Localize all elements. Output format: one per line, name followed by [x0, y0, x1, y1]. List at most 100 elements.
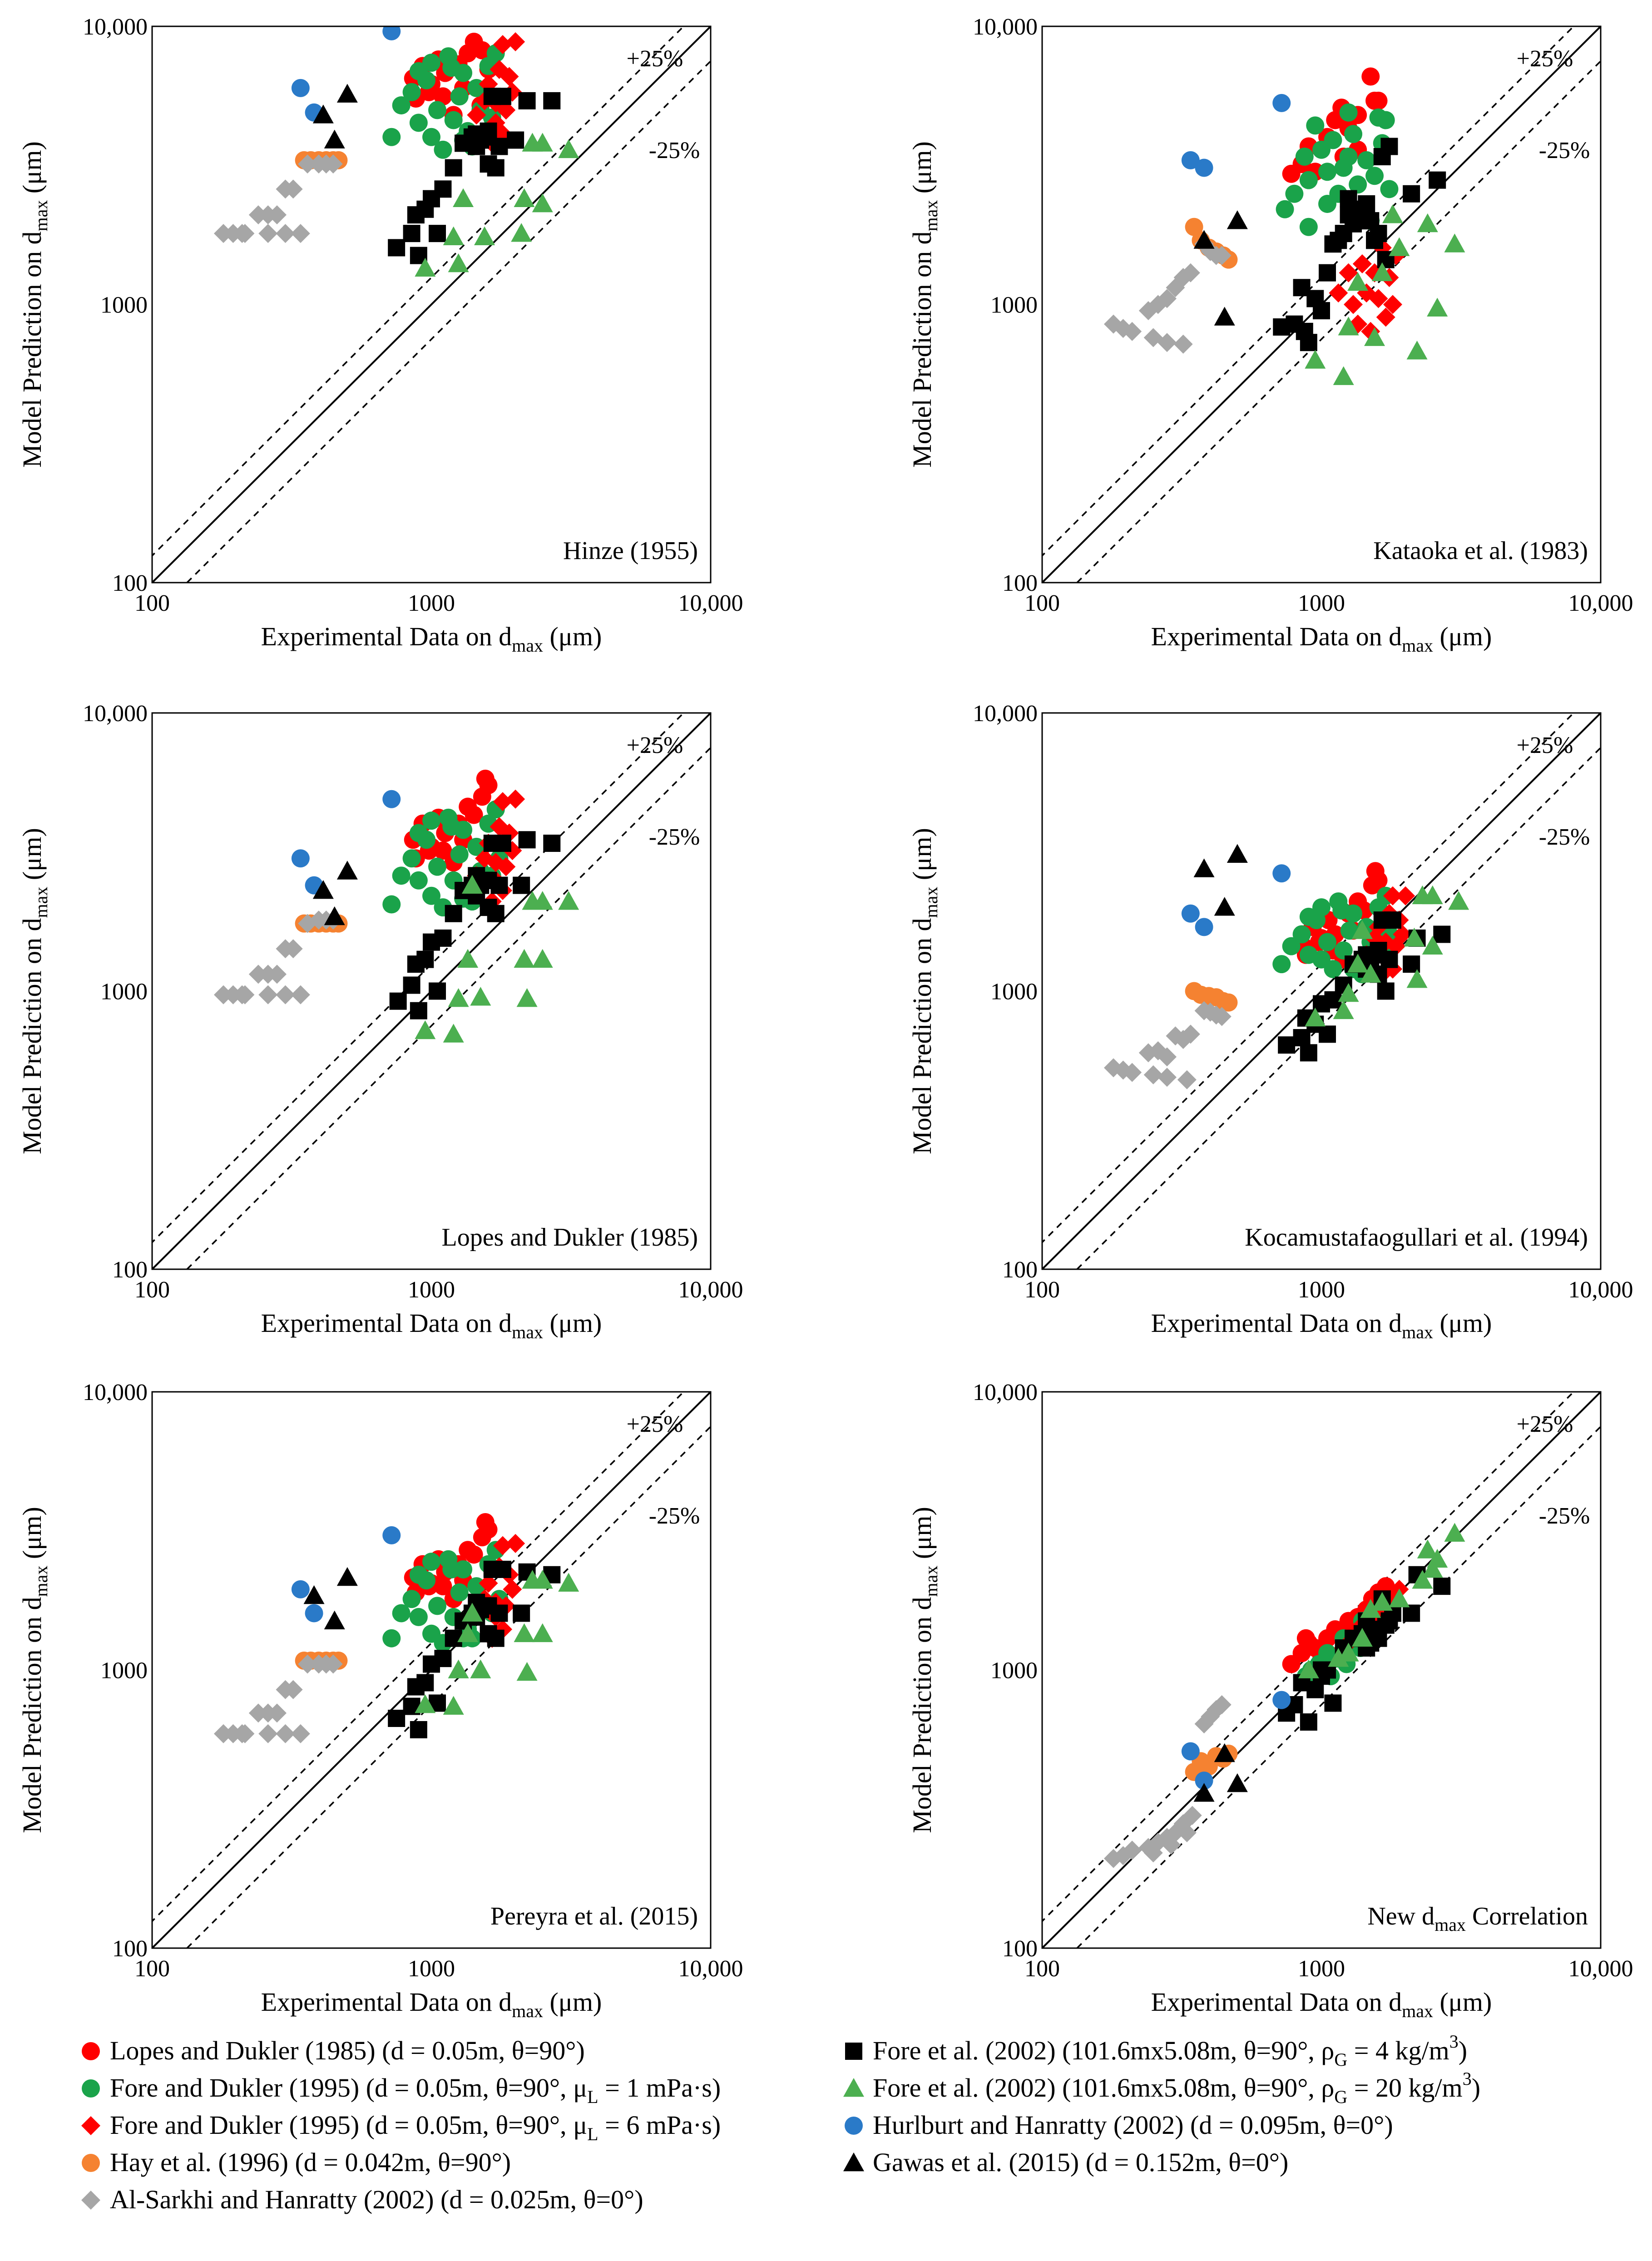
data-point-fore2002_20 [1371, 262, 1393, 282]
x-tick-label: 1000 [1298, 1277, 1345, 1303]
data-point-fore_dukler_1 [1318, 1644, 1337, 1662]
data-point-alsarkhi [283, 1680, 303, 1699]
data-point-gawas [312, 104, 334, 124]
data-point-fore2002_20 [448, 1659, 469, 1678]
data-point-fore2002_20 [448, 988, 469, 1007]
data-point-fore_dukler_1 [1332, 901, 1351, 920]
data-point-alsarkhi [291, 985, 310, 1004]
data-point-fore2002_20 [457, 1623, 479, 1643]
data-point-fore2002_4 [543, 834, 561, 852]
plot-frame [151, 1391, 712, 1949]
data-point-gawas [1214, 897, 1235, 916]
data-point-lopes [1369, 91, 1388, 110]
data-point-fore_dukler_1 [442, 1560, 461, 1578]
data-point-fore_dukler_1 [422, 1553, 440, 1571]
data-point-fore2002_20 [1364, 327, 1385, 346]
panel-6: 100 1000 10,000 100 1000 10,000 Experimental D… [907, 1380, 1633, 2021]
data-point-fore2002_20 [461, 875, 483, 894]
data-point-fore2002_20 [1338, 983, 1359, 1002]
data-point-fore2002_20 [532, 193, 553, 213]
data-point-fore2002_4 [1300, 1713, 1317, 1731]
x-tick-label: 1000 [408, 1956, 455, 1982]
data-point-fore2002_20 [1406, 341, 1428, 360]
data-point-alsarkhi [235, 224, 255, 243]
x-axis-label: Experimental Data on dmax (μm) [261, 1987, 602, 2021]
x-tick-label: 100 [134, 1277, 170, 1303]
x-tick-label: 100 [134, 1956, 170, 1982]
data-point-gawas [1214, 1743, 1235, 1762]
data-point-fore2002_20 [1427, 297, 1448, 317]
data-point-fore2002_20 [1382, 204, 1403, 223]
data-point-alsarkhi [248, 1703, 268, 1723]
data-point-fore2002_4 [1429, 171, 1446, 189]
x-tick-label: 100 [134, 590, 170, 616]
data-point-alsarkhi [258, 1724, 278, 1743]
legend-label: Gawas et al. (2015) (d = 0.152m, θ=0°) [873, 2147, 1288, 2177]
data-point-alsarkhi [1123, 322, 1142, 341]
data-point-fore2002_4 [1433, 1578, 1451, 1595]
data-point-hurlburt [305, 1604, 323, 1623]
data-points [213, 769, 579, 1043]
data-point-alsarkhi [1181, 263, 1200, 282]
data-point-fore2002_4 [429, 982, 446, 1000]
data-point-fore_dukler_1 [428, 1597, 447, 1615]
panel-title: Kataoka et al. (1983) [1373, 537, 1588, 565]
data-point-fore2002_4 [513, 876, 530, 894]
data-point-fore_dukler_6 [493, 35, 512, 54]
legend-marker-hay [82, 2154, 100, 2172]
data-point-fore2002_20 [558, 891, 579, 910]
data-point-fore2002_20 [1360, 1599, 1381, 1618]
data-point-fore2002_4 [403, 976, 420, 994]
data-point-gawas [1214, 307, 1235, 326]
legend-label: Al-Sarkhi and Hanratty (2002) (d = 0.025… [110, 2185, 643, 2214]
data-point-fore2002_20 [532, 133, 553, 152]
data-point-fore2002_20 [558, 1573, 579, 1592]
legend-marker-fore_dukler_1 [82, 2079, 100, 2098]
plus-25-annotation: +25% [627, 46, 683, 72]
data-point-fore_dukler_6 [1396, 886, 1415, 905]
data-point-alsarkhi [283, 939, 303, 959]
data-point-alsarkhi [267, 205, 287, 225]
data-point-fore2002_20 [443, 1696, 464, 1715]
x-tick-label: 10,000 [1568, 590, 1633, 616]
data-point-fore2002_4 [1319, 264, 1336, 282]
data-point-hurlburt [1181, 904, 1200, 923]
legend-label: Hay et al. (1996) (d = 0.042m, θ=90°) [110, 2147, 511, 2177]
data-point-fore2002_20 [1389, 1588, 1410, 1608]
data-point-fore2002_20 [514, 949, 535, 968]
data-point-fore_dukler_1 [422, 811, 440, 830]
data-point-alsarkhi [298, 1654, 317, 1674]
x-axis-label: Experimental Data on dmax (μm) [1151, 622, 1492, 656]
data-point-fore2002_20 [415, 1020, 436, 1039]
data-point-hay [1185, 218, 1203, 236]
data-point-gawas [1227, 844, 1248, 863]
data-point-fore2002_4 [1370, 941, 1387, 959]
panel-title: Lopes and Dukler (1985) [441, 1223, 698, 1252]
data-point-fore_dukler_6 [493, 792, 512, 811]
data-point-fore2002_20 [474, 226, 495, 246]
panel-title: New dmax Correlation [1367, 1902, 1588, 1935]
data-point-alsarkhi [248, 205, 268, 225]
data-point-fore2002_4 [1300, 1044, 1317, 1062]
data-point-alsarkhi [291, 1724, 310, 1743]
data-point-fore2002_20 [1389, 237, 1410, 256]
data-point-fore2002_20 [1338, 317, 1359, 336]
data-point-fore2002_20 [1360, 964, 1381, 983]
data-point-fore2002_20 [448, 253, 469, 272]
data-point-fore_dukler_1 [382, 128, 401, 146]
data-point-hurlburt [1181, 1742, 1200, 1761]
y-tick-label: 10,000 [973, 14, 1038, 40]
data-point-fore2002_4 [1324, 991, 1342, 1009]
legend-label: Fore and Dukler (1995) (d = 0.05m, θ=90°… [110, 2110, 721, 2144]
data-point-fore2002_20 [1305, 1007, 1326, 1027]
x-tick-label: 10,000 [1568, 1956, 1633, 1982]
data-point-alsarkhi [276, 1724, 295, 1743]
data-point-hay [1219, 993, 1238, 1012]
data-point-fore_dukler_1 [442, 59, 461, 77]
plot-frame [151, 712, 712, 1270]
data-point-alsarkhi [1123, 1063, 1142, 1082]
y-tick-label: 10,000 [83, 701, 148, 727]
data-point-fore_dukler_6 [1352, 254, 1372, 273]
data-point-fore2002_4 [434, 929, 452, 947]
data-point-lopes [465, 1545, 483, 1564]
